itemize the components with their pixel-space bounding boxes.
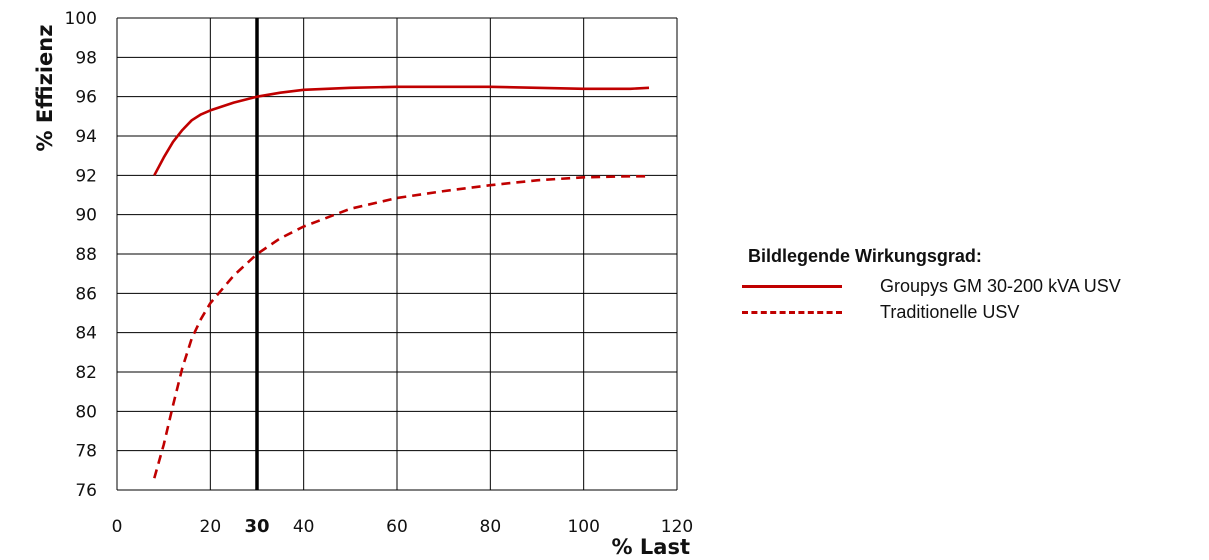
y-tick-label: 94 bbox=[75, 127, 97, 147]
legend-item-solid: Groupys GM 30-200 kVA USV bbox=[742, 273, 1202, 299]
x-tick-label: 120 bbox=[661, 517, 693, 537]
legend-label-solid: Groupys GM 30-200 kVA USV bbox=[880, 275, 1121, 296]
x-tick-label: 20 bbox=[200, 517, 222, 537]
legend-swatch-solid bbox=[742, 284, 842, 288]
y-tick-label: 84 bbox=[75, 324, 97, 344]
y-tick-label: 76 bbox=[75, 481, 97, 501]
y-tick-label: 82 bbox=[75, 363, 97, 383]
y-tick-label: 98 bbox=[75, 48, 97, 68]
x-tick-label: 30 bbox=[244, 516, 269, 537]
series-group bbox=[153, 85, 650, 479]
legend-title: Bildlegende Wirkungsgrad: bbox=[748, 246, 982, 266]
y-tick-labels: 76 78 80 82 84 86 88 90 92 94 96 98 100 bbox=[65, 9, 97, 501]
y-tick-label: 92 bbox=[75, 166, 97, 186]
y-tick-label: 86 bbox=[75, 284, 97, 304]
y-tick-label: 90 bbox=[75, 206, 97, 226]
series-line-0 bbox=[153, 85, 650, 176]
legend: Bildlegende Wirkungsgrad: Groupys GM 30-… bbox=[742, 246, 1202, 325]
legend-swatch-dashed bbox=[742, 310, 842, 314]
x-tick-label: 100 bbox=[567, 517, 599, 537]
series-line-1 bbox=[153, 175, 649, 479]
x-tick-label: 60 bbox=[386, 517, 408, 537]
x-tick-labels: 0 20 30 40 60 80 100 120 bbox=[112, 516, 694, 537]
legend-item-dashed: Traditionelle USV bbox=[742, 299, 1202, 325]
y-tick-label: 88 bbox=[75, 245, 97, 265]
y-tick-label: 78 bbox=[75, 442, 97, 462]
x-tick-label: 40 bbox=[293, 517, 315, 537]
x-tick-label: 0 bbox=[112, 517, 123, 537]
x-axis-title: % Last bbox=[612, 535, 690, 559]
y-axis-title: % Effizienz bbox=[33, 25, 57, 152]
x-tick-label: 80 bbox=[480, 517, 502, 537]
legend-label-dashed: Traditionelle USV bbox=[880, 301, 1020, 322]
y-tick-label: 100 bbox=[65, 9, 97, 29]
y-tick-label: 80 bbox=[75, 402, 97, 422]
y-tick-label: 96 bbox=[75, 88, 97, 108]
